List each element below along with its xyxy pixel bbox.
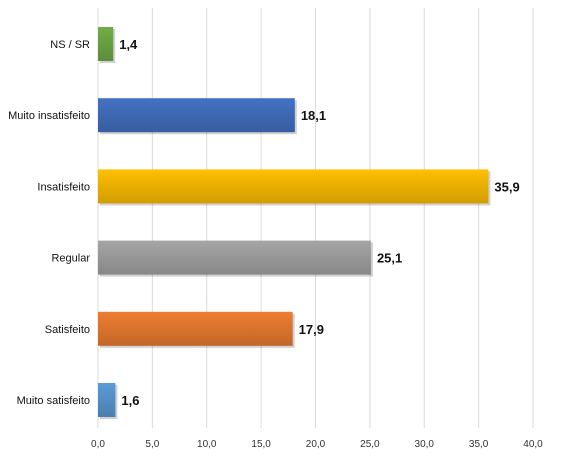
value-label: 25,1: [377, 251, 402, 266]
bar: [98, 169, 489, 204]
value-labels: 1,4 18,1 35,9 25,1 17,9 1,6: [119, 37, 519, 408]
category-label: Muito insatisfeito: [8, 110, 90, 122]
x-tick-label: 25,0: [360, 439, 380, 450]
value-label: 1,4: [119, 37, 138, 52]
x-tick-label: 0,0: [91, 439, 105, 450]
category-labels: NS / SR Muito insatisfeito Insatisfeito Reg…: [8, 39, 90, 407]
x-tick-label: 10,0: [197, 439, 217, 450]
bars: [98, 27, 491, 419]
category-label: Regular: [51, 253, 90, 265]
bar: [98, 383, 116, 417]
x-tick-label: 40,0: [523, 439, 543, 450]
bar: [98, 311, 293, 346]
x-tick-label: 30,0: [415, 439, 435, 450]
value-label: 17,9: [299, 322, 324, 337]
value-label: 18,1: [301, 108, 326, 123]
bar: [98, 98, 295, 133]
x-tick-label: 15,0: [251, 439, 271, 450]
category-label: NS / SR: [50, 39, 90, 51]
category-label: Muito satisfeito: [17, 395, 90, 407]
category-label: Insatisfeito: [37, 181, 90, 193]
bar: [98, 240, 371, 275]
x-tick-label: 35,0: [469, 439, 489, 450]
category-label: Satisfeito: [45, 324, 90, 336]
x-tick-label: 5,0: [145, 439, 159, 450]
value-label: 35,9: [494, 179, 519, 194]
value-label: 1,6: [121, 393, 139, 408]
bar: [98, 27, 114, 61]
x-axis-tick-labels: 0,0 5,0 10,0 15,0 20,0 25,0 30,0 35,0 40,0: [91, 439, 543, 450]
x-tick-label: 20,0: [306, 439, 326, 450]
grid-lines: [97, 8, 534, 428]
